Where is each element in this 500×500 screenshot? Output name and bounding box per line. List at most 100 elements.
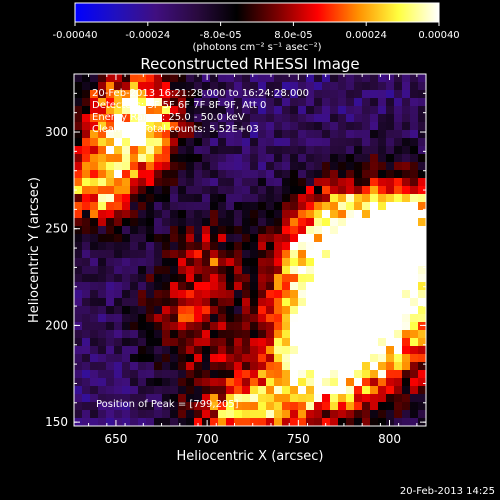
heatmap-cell (250, 138, 259, 147)
heatmap-cell (106, 418, 115, 426)
heatmap-cell (290, 146, 299, 155)
heatmap-cell (290, 354, 299, 363)
heatmap-cell (346, 306, 355, 315)
heatmap-cell (170, 410, 179, 419)
heatmap-cell (282, 98, 291, 107)
heatmap-cell (178, 98, 187, 107)
heatmap-cell (154, 330, 163, 339)
heatmap-cell (418, 250, 426, 259)
heatmap-cell (114, 338, 123, 347)
heatmap-cell (250, 370, 259, 379)
heatmap-cell (362, 202, 371, 211)
heatmap-cell (394, 402, 403, 411)
heatmap-cell (178, 234, 187, 243)
heatmap-cell (362, 210, 371, 219)
heatmap-cell (290, 154, 299, 163)
heatmap-cell (170, 114, 179, 123)
heatmap-cell (202, 330, 211, 339)
heatmap-cell (202, 250, 211, 259)
heatmap-cell (282, 314, 291, 323)
heatmap-cell (330, 114, 339, 123)
heatmap-cell (410, 74, 419, 83)
heatmap-cell (106, 106, 115, 115)
heatmap-cell (242, 290, 251, 299)
heatmap-cell (322, 274, 331, 283)
heatmap-cell (130, 218, 139, 227)
heatmap-cell (90, 362, 99, 371)
heatmap-cell (186, 298, 195, 307)
heatmap-cell (74, 154, 83, 163)
annotation-energy: Energy Range: 25.0 - 50.0 keV (92, 112, 245, 123)
heatmap-cell (386, 162, 395, 171)
heatmap-cell (418, 98, 426, 107)
heatmap-cell (282, 178, 291, 187)
heatmap-cell (130, 354, 139, 363)
heatmap-cell (202, 274, 211, 283)
heatmap-cell (354, 410, 363, 419)
heatmap-cell (74, 258, 83, 267)
heatmap-cell (178, 330, 187, 339)
heatmap-cell (82, 290, 91, 299)
heatmap-cell (154, 322, 163, 331)
heatmap-cell (354, 394, 363, 403)
heatmap-cell (194, 362, 203, 371)
heatmap-cell (250, 122, 259, 131)
heatmap-cell (410, 410, 419, 419)
heatmap-cell (306, 178, 315, 187)
heatmap-cell (314, 290, 323, 299)
heatmap-cell (82, 306, 91, 315)
heatmap-cell (90, 338, 99, 347)
heatmap-cell (146, 114, 155, 123)
heatmap-cell (218, 154, 227, 163)
heatmap-cell (122, 330, 131, 339)
heatmap-cell (130, 154, 139, 163)
heatmap-cell (114, 314, 123, 323)
heatmap-cell (338, 146, 347, 155)
heatmap-cell (386, 98, 395, 107)
heatmap-cell (290, 362, 299, 371)
heatmap-cell (346, 410, 355, 419)
heatmap-cell (178, 74, 187, 83)
heatmap-cell (306, 90, 315, 99)
heatmap-cell (274, 226, 283, 235)
heatmap-cell (170, 330, 179, 339)
heatmap-cell (218, 138, 227, 147)
heatmap-cell (418, 186, 426, 195)
heatmap-cell (234, 298, 243, 307)
heatmap-cell (114, 266, 123, 275)
heatmap-cell (418, 306, 426, 315)
heatmap-cell (322, 314, 331, 323)
heatmap-cell (226, 362, 235, 371)
heatmap-cell (130, 282, 139, 291)
heatmap-cell (250, 354, 259, 363)
heatmap-cell (154, 202, 163, 211)
heatmap-cell (330, 290, 339, 299)
heatmap-cell (290, 338, 299, 347)
heatmap-cell (354, 170, 363, 179)
heatmap-cell (354, 210, 363, 219)
heatmap-cell (186, 370, 195, 379)
heatmap-cell (394, 362, 403, 371)
heatmap-cell (202, 346, 211, 355)
heatmap-cell (82, 186, 91, 195)
heatmap-cell (346, 394, 355, 403)
heatmap-cell (274, 394, 283, 403)
heatmap-cell (234, 258, 243, 267)
heatmap-cell (362, 330, 371, 339)
heatmap-cell (386, 186, 395, 195)
heatmap-cell (170, 226, 179, 235)
heatmap-cell (122, 266, 131, 275)
heatmap-cell (218, 130, 227, 139)
heatmap-cell (90, 106, 99, 115)
heatmap-cell (354, 258, 363, 267)
heatmap-cell (362, 338, 371, 347)
heatmap-cell (178, 386, 187, 395)
heatmap-cell (154, 162, 163, 171)
heatmap-cell (210, 322, 219, 331)
heatmap-cell (338, 162, 347, 171)
heatmap-cell (226, 234, 235, 243)
heatmap-cell (210, 338, 219, 347)
heatmap-cell (306, 114, 315, 123)
heatmap-cell (186, 394, 195, 403)
heatmap-cell (394, 378, 403, 387)
